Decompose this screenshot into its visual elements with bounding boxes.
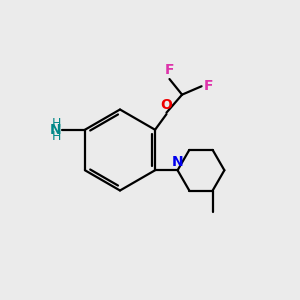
Text: N: N: [49, 123, 61, 137]
Text: F: F: [165, 63, 174, 76]
Text: O: O: [160, 98, 172, 112]
Text: H: H: [52, 117, 61, 130]
Text: N: N: [172, 155, 184, 169]
Text: H: H: [52, 130, 61, 143]
Text: F: F: [204, 79, 214, 93]
